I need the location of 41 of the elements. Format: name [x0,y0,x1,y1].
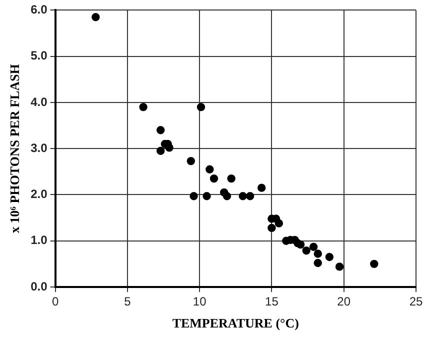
point [222,192,232,200]
x-tick-label: 20 [337,294,351,309]
point [370,260,378,268]
y-tick-label: 1.0 [30,233,48,248]
x-tick-label: 5 [124,294,132,309]
point [227,174,236,183]
x-tick-label: 25 [409,294,423,309]
point [190,192,198,200]
point [302,246,310,255]
y-tick-label: 0.0 [30,279,48,294]
point [186,156,196,166]
point [165,144,174,152]
point [274,219,284,228]
point [314,250,322,258]
point [210,174,218,183]
y-tick-label: 5.0 [30,48,48,63]
point [156,126,165,134]
x-tick-label: 15 [265,294,279,309]
point [258,184,266,192]
y-tick-label: 2.0 [30,187,48,202]
point [309,242,318,251]
point [325,252,334,262]
point [196,102,206,112]
y-tick-label: 4.0 [30,94,48,109]
point [92,13,100,22]
y-tick-label: 3.0 [30,140,48,155]
y-tick-label: 6.0 [30,2,48,17]
point [246,192,254,200]
point [238,192,247,200]
point [296,240,305,249]
x-tick-label: 0 [52,294,59,309]
point [314,258,322,268]
point [268,224,276,232]
x-tick-label: 10 [192,294,207,309]
point [202,192,211,200]
point [139,102,148,112]
point [335,262,344,271]
x-axis-title: TEMPERATURE (°C) [172,316,299,331]
point [206,165,214,174]
y-axis-title: x 10⁶ PHOTONS PER FLASH [7,64,22,234]
point [156,146,165,156]
